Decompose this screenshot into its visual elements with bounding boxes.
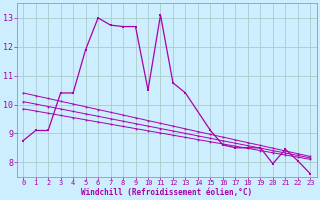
X-axis label: Windchill (Refroidissement éolien,°C): Windchill (Refroidissement éolien,°C) — [81, 188, 252, 197]
